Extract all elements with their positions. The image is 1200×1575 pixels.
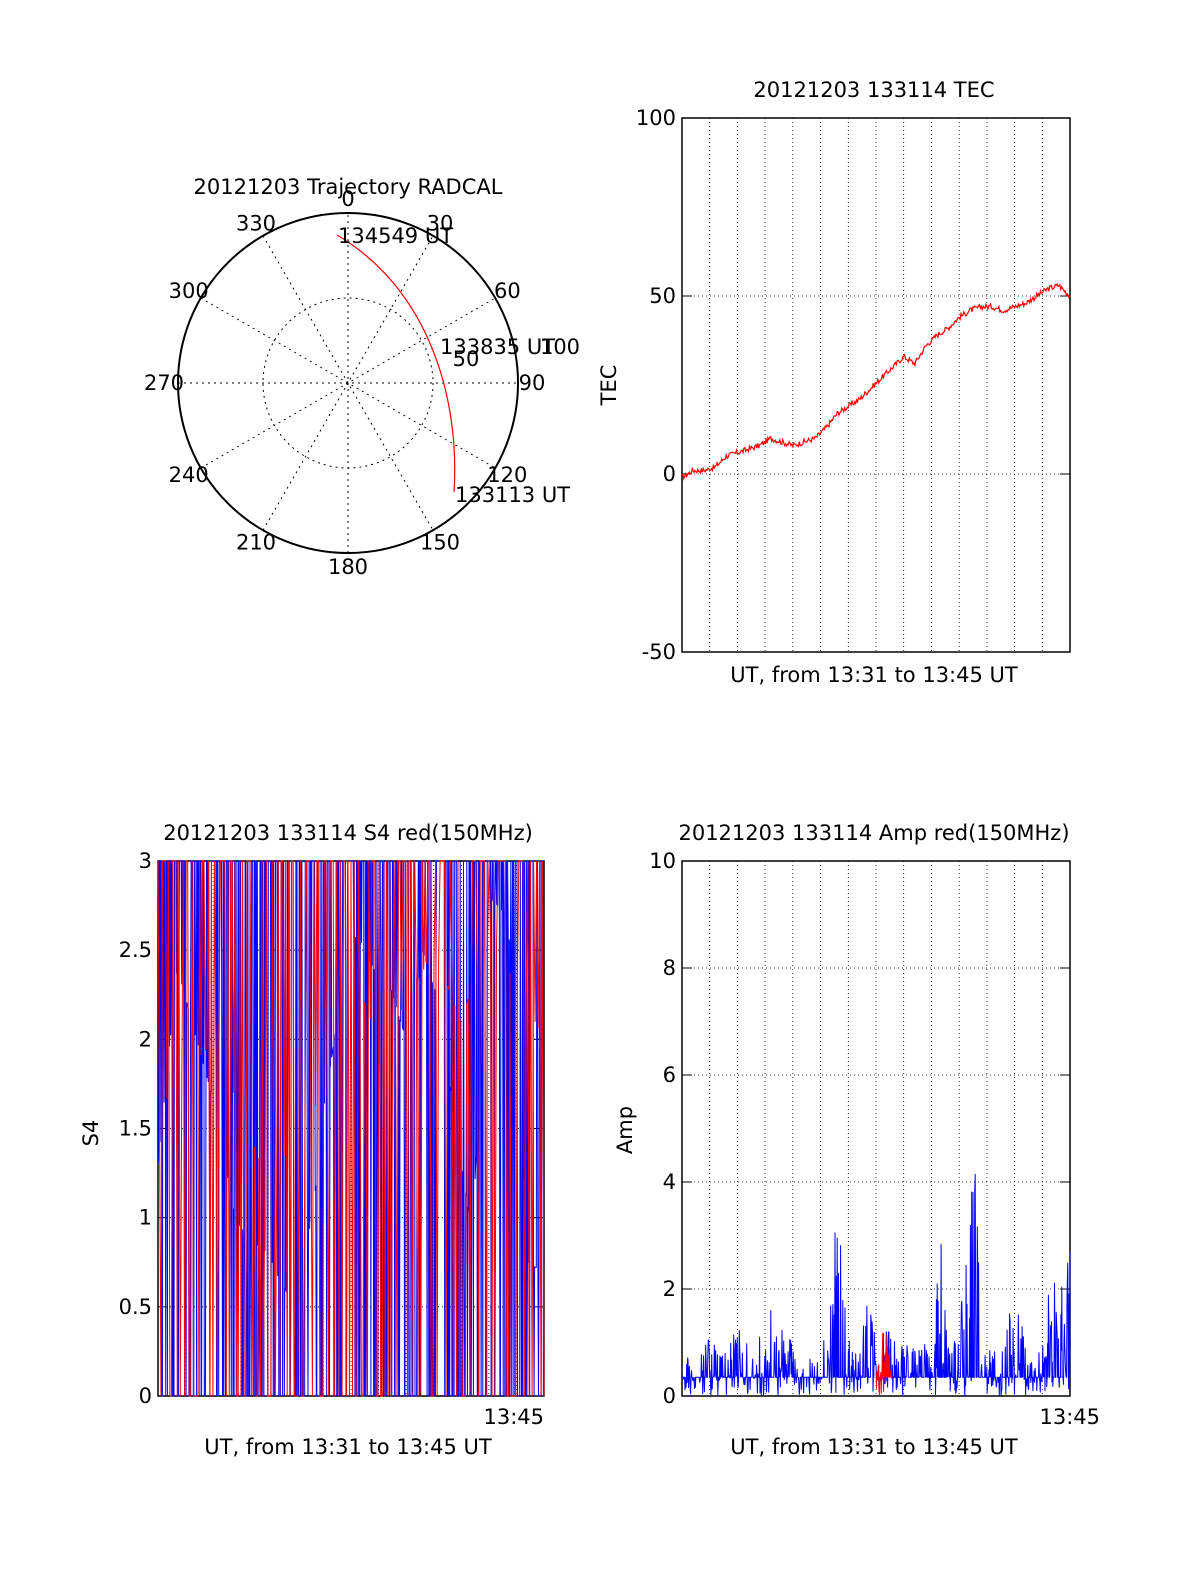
- y-tick-label: 2: [139, 1027, 152, 1051]
- tec-ylabel: TEC: [597, 365, 621, 407]
- y-tick-label: 0: [663, 1384, 676, 1408]
- y-tick-label: 0.5: [119, 1295, 152, 1319]
- y-tick-label: 4: [663, 1170, 676, 1194]
- trajectory: 133113 UT 133835 UT 134549 UT: [336, 224, 570, 507]
- polar-grid: [177, 212, 519, 554]
- amp-xlabel: UT, from 13:31 to 13:45 UT: [730, 1435, 1018, 1459]
- y-tick-label: -50: [642, 640, 676, 664]
- polar-angle-label: 0: [341, 187, 354, 211]
- polar-angle-label: 150: [420, 530, 460, 554]
- polar-trajectory-chart: 20121203 Trajectory RADCAL 0 30 60 90 120 150…: [144, 175, 580, 579]
- y-tick-label: 100: [636, 106, 676, 130]
- trajectory-time-label: 133113 UT: [455, 483, 570, 507]
- polar-angle-label: 210: [236, 530, 276, 554]
- polar-radius-label: 50: [453, 347, 480, 371]
- tec-chart: 20121203 133114 TEC UT, from 13:31 to 13…: [597, 78, 1071, 687]
- y-tick-label: 8: [663, 956, 676, 980]
- polar-angle-label: 240: [169, 463, 209, 487]
- tec-title: 20121203 133114 TEC: [753, 78, 994, 102]
- amp-plot-area: 0 2 4 6 8 10: [649, 849, 1071, 1408]
- y-tick-label: 0: [663, 462, 676, 486]
- y-tick-label: 3: [139, 849, 152, 873]
- y-tick-label: 2: [663, 1277, 676, 1301]
- y-tick-label: 10: [649, 849, 676, 873]
- y-tick-label: 1: [139, 1206, 152, 1230]
- s4-title: 20121203 133114 S4 red(150MHz): [163, 821, 533, 845]
- series-red: [681, 282, 1071, 481]
- y-tick-label: 0: [139, 1384, 152, 1408]
- tec-plot-area: -50 0 50 100: [636, 106, 1071, 664]
- polar-angle-label: 300: [169, 279, 209, 303]
- tec-xlabel: UT, from 13:31 to 13:45 UT: [730, 663, 1018, 687]
- y-tick-label: 1.5: [119, 1117, 152, 1141]
- polar-angle-label: 180: [328, 555, 368, 579]
- polar-angle-label: 90: [519, 371, 546, 395]
- s4-chart: 20121203 133114 S4 red(150MHz) UT, from …: [79, 821, 545, 1459]
- polar-spoke: [262, 235, 434, 531]
- y-tick-label: 2.5: [119, 938, 152, 962]
- trajectory-time-label: 134549 UT: [338, 224, 453, 248]
- series-red: [875, 1333, 893, 1396]
- y-tick-label: 50: [649, 284, 676, 308]
- s4-xtick-end: 13:45: [483, 1405, 544, 1429]
- polar-angle-label: 330: [236, 212, 276, 236]
- polar-angle-labels: 0 30 60 90 120 150 180 210 240 270 300 330 50 100: [144, 187, 580, 579]
- amp-chart: 20121203 133114 Amp red(150MHz) UT, from…: [613, 821, 1100, 1459]
- series-blue: [682, 1173, 1071, 1396]
- amp-ylabel: Amp: [613, 1106, 637, 1154]
- amp-xtick-end: 13:45: [1039, 1405, 1100, 1429]
- trajectory-line: [336, 234, 456, 493]
- polar-angle-label: 270: [144, 371, 184, 395]
- trajectory-time-label: 133835 UT: [440, 335, 555, 359]
- polar-title: 20121203 Trajectory RADCAL: [194, 175, 503, 199]
- s4-plot-area: 0 0.5 1 1.5 2 2.5 3: [119, 849, 545, 1408]
- y-tick-label: 6: [663, 1063, 676, 1087]
- polar-angle-label: 120: [487, 463, 527, 487]
- amp-title: 20121203 133114 Amp red(150MHz): [678, 821, 1069, 845]
- polar-angle-label: 30: [427, 212, 454, 236]
- polar-angle-label: 60: [494, 279, 521, 303]
- series-red: [157, 860, 545, 1397]
- polar-radius-label: 100: [540, 335, 580, 359]
- s4-ylabel: S4: [79, 1120, 103, 1147]
- s4-xlabel: UT, from 13:31 to 13:45 UT: [204, 1435, 492, 1459]
